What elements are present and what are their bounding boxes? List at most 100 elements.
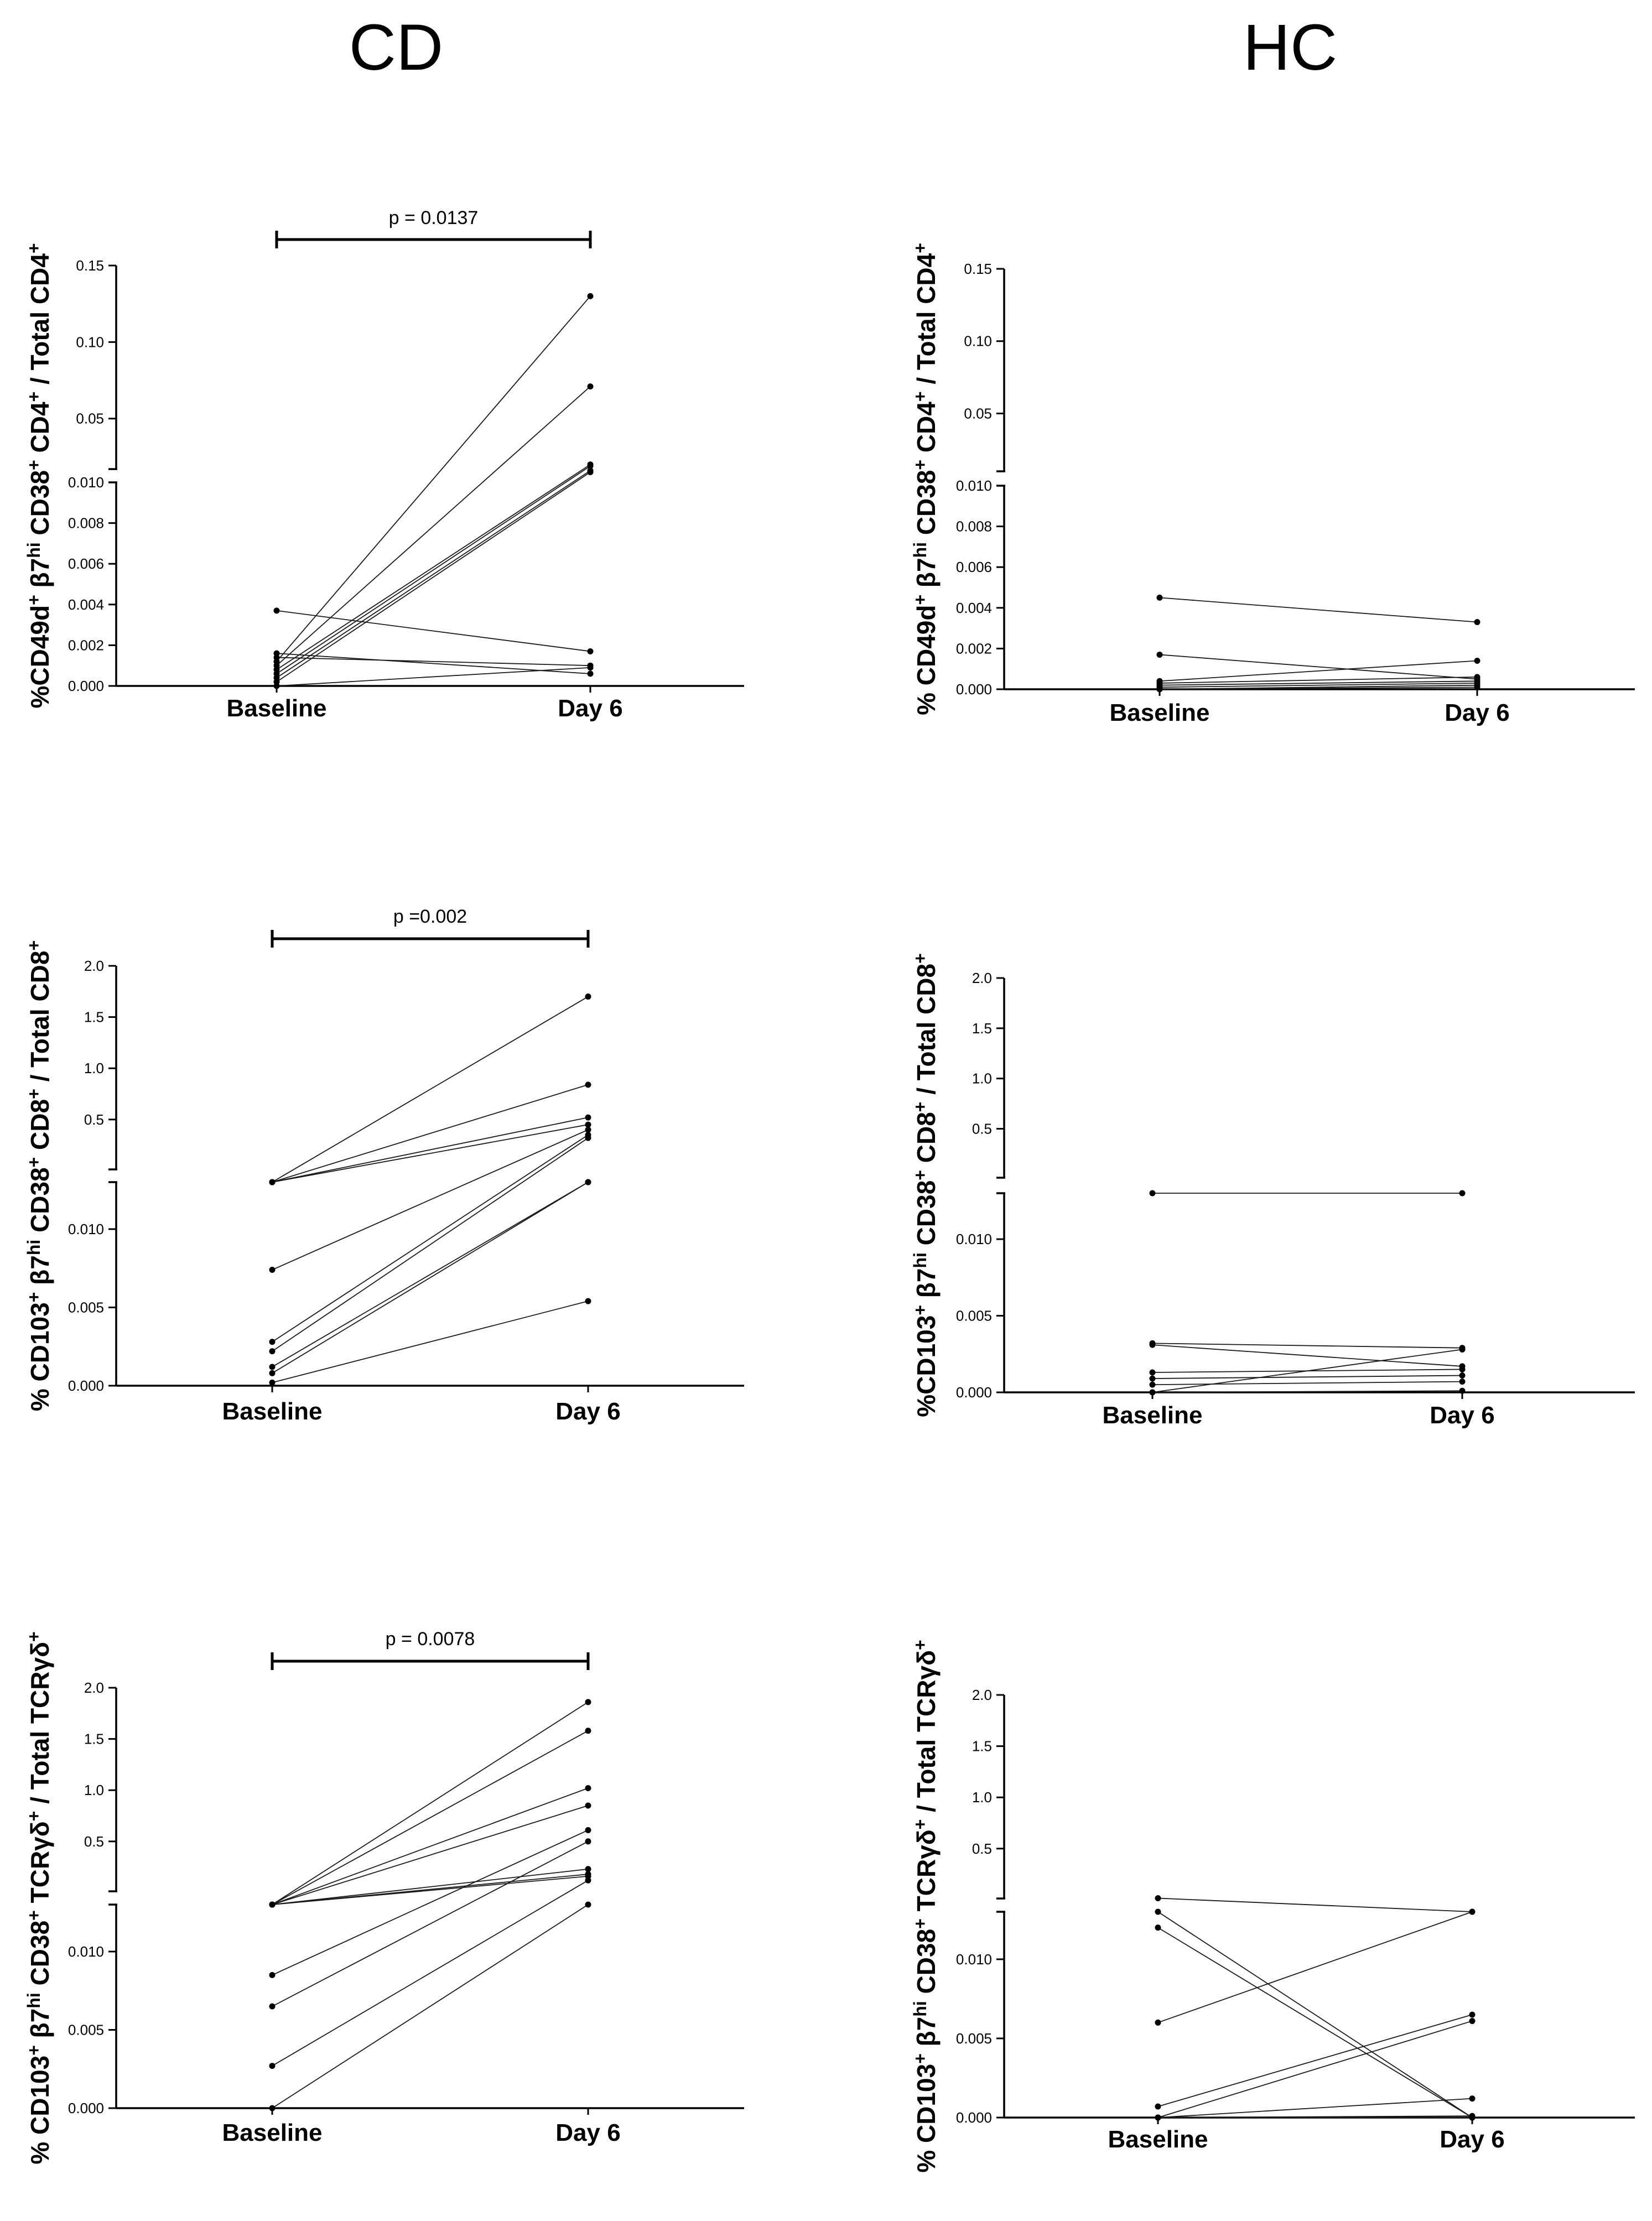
x-category-label: Baseline (222, 2119, 323, 2146)
day6-point-10 (585, 1298, 591, 1304)
y-tick-label: 2.0 (84, 1679, 104, 1696)
y-axis-label: %CD49d+​ β7hi​ CD38+​ CD4+​ / Total CD4+… (24, 243, 54, 708)
baseline-point-4 (269, 1179, 276, 1185)
day6-point-2 (587, 670, 594, 677)
paired-line-2 (1159, 654, 1478, 680)
day6-point-5 (1469, 2011, 1476, 2018)
significance-bracket (275, 231, 592, 248)
y-tick-label: 2.0 (972, 1687, 992, 1703)
paired-line-10 (276, 667, 591, 686)
paired-line-11 (272, 1904, 589, 2109)
baseline-point-5 (269, 1267, 276, 1273)
panel-cd-tcr: 0.000 0.005 0.010 0.5 1.0 1.5 2.0 Baseline Day 6… (24, 1629, 744, 2165)
x-category-label: Baseline (222, 1398, 323, 1425)
y-tick-label: 0.5 (972, 1121, 992, 1137)
y-tick-label: 0.008 (956, 518, 992, 535)
day6-point-4 (585, 1802, 591, 1809)
paired-line-3 (272, 1787, 589, 1905)
paired-line-5 (272, 1129, 589, 1271)
paired-line-3 (1159, 660, 1478, 682)
day6-point-4 (1469, 1908, 1476, 1915)
y-axis-label: % CD103+​ β7hi​ CD38+​ TCRγδ+​ / Total T… (910, 1640, 941, 2172)
y-tick-label: 2.0 (972, 970, 992, 986)
day6-point-4 (1459, 1366, 1466, 1372)
y-tick-label: 0.5 (84, 1111, 104, 1128)
day6-point-7 (1459, 1346, 1466, 1353)
y-tick-label: 0.005 (956, 1308, 992, 1324)
y-tick-label: 0.010 (956, 477, 992, 494)
baseline-point-4 (1155, 2019, 1161, 2026)
baseline-point-9 (269, 2003, 276, 2010)
y-tick-label: 0.000 (956, 2109, 992, 2126)
y-tick-label: 0.010 (68, 1943, 104, 1960)
day6-point-3 (1474, 657, 1480, 664)
y-tick-label: 0.15 (76, 257, 104, 274)
day6-point-2 (585, 1081, 591, 1088)
day6-point-2 (585, 1728, 591, 1734)
panel-hc-cd4: 0.000 0.002 0.004 0.006 0.008 0.010 0.05 0.10 0.… (910, 243, 1635, 726)
y-tick-label: 1.5 (84, 1009, 104, 1026)
y-tick-label: 0.10 (964, 333, 992, 350)
baseline-point-11 (269, 2105, 276, 2111)
baseline-point-8 (269, 1364, 276, 1370)
y-tick-label: 0.010 (68, 1221, 104, 1237)
day6-point-8 (585, 1827, 591, 1833)
day6-point-1 (1459, 1190, 1466, 1197)
baseline-point-9 (269, 1370, 276, 1376)
y-tick-label: 1.5 (972, 1738, 992, 1755)
y-tick-label: 1.0 (972, 1070, 992, 1087)
day6-point-8 (1459, 1387, 1466, 1394)
paired-line-2 (272, 1084, 589, 1183)
y-tick-label: 0.5 (84, 1833, 104, 1850)
baseline-point-2 (1155, 1908, 1161, 1915)
y-tick-label: 0.000 (68, 678, 104, 694)
paired-line-3 (272, 1117, 589, 1183)
y-tick-label: 0.002 (68, 637, 104, 653)
paired-line-9 (272, 1182, 589, 1374)
x-category-label: Day 6 (1440, 2126, 1504, 2153)
paired-line-1 (272, 1702, 589, 1905)
baseline-point-3 (1149, 1341, 1156, 1348)
baseline-point-8 (1156, 686, 1163, 693)
y-tick-label: 0.000 (956, 681, 992, 698)
paired-line-9 (272, 1841, 589, 2007)
paired-line-5 (1157, 2014, 1473, 2107)
y-tick-label: 0.15 (964, 261, 992, 277)
x-category-label: Day 6 (555, 2119, 620, 2146)
paired-line-4 (1159, 677, 1478, 684)
paired-line-5 (1159, 680, 1478, 686)
y-tick-label: 1.0 (84, 1060, 104, 1076)
paired-line-2 (1157, 1911, 1473, 2118)
paired-line-6 (1152, 1381, 1463, 1386)
day6-point-7 (1469, 2095, 1476, 2102)
baseline-point-3 (1155, 1924, 1161, 1931)
paired-line-5 (1152, 1375, 1463, 1379)
baseline-point-10 (273, 683, 280, 689)
paired-line-4 (1157, 1911, 1473, 2024)
day6-point-11 (585, 1901, 591, 1908)
paired-line-9 (276, 471, 591, 683)
y-axis-label: %CD103+​ β7hi​ CD38+​ CD8+​ / Total CD8+… (910, 953, 941, 1417)
paired-line-7 (272, 1875, 589, 1905)
day6-point-9 (585, 1838, 591, 1845)
day6-point-7 (585, 1135, 591, 1141)
paired-line-4 (272, 1124, 589, 1183)
paired-line-6 (276, 464, 591, 670)
paired-line-5 (272, 1868, 589, 1905)
baseline-point-1 (1155, 1895, 1161, 1901)
baseline-point-1 (1149, 1190, 1156, 1197)
panel-hc-cd8: 0.000 0.005 0.010 0.5 1.0 1.5 2.0 Baseline Day 6… (910, 953, 1635, 1429)
y-tick-label: 0.004 (956, 600, 992, 616)
y-tick-label: 0.010 (68, 474, 104, 491)
day6-point-5 (1459, 1372, 1466, 1379)
day6-point-4 (587, 293, 594, 299)
y-tick-label: 0.05 (76, 410, 104, 427)
day6-point-3 (585, 1114, 591, 1121)
baseline-point-2 (1156, 651, 1163, 658)
paired-line-8 (276, 470, 591, 679)
baseline-point-5 (1155, 2103, 1161, 2110)
baseline-point-1 (1156, 594, 1163, 601)
paired-line-5 (276, 386, 591, 666)
y-tick-label: 0.5 (972, 1840, 992, 1857)
